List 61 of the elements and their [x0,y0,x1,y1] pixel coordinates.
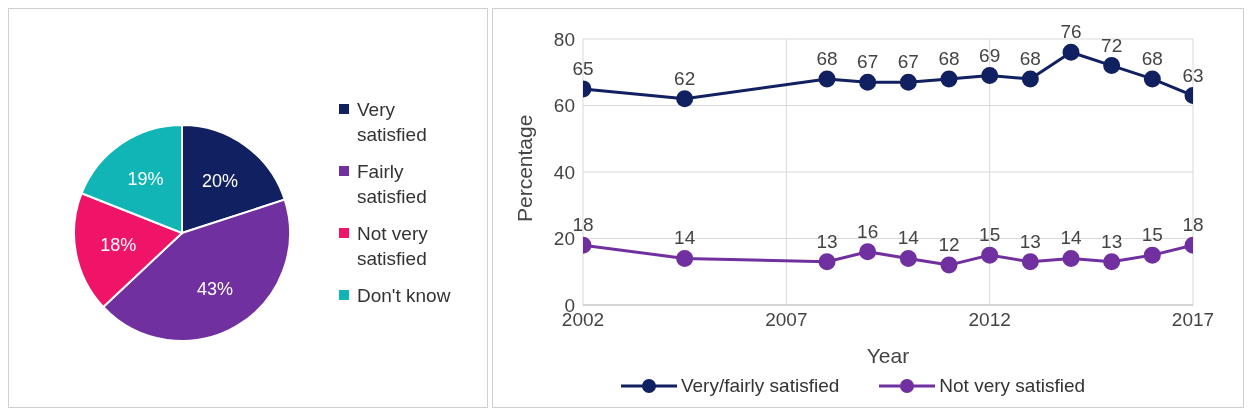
point [818,253,836,271]
point [1103,253,1121,271]
point [1062,43,1080,61]
data-label: 16 [857,220,879,242]
data-label: 13 [1101,230,1123,252]
point [981,67,999,85]
x-tick-label: 2017 [1171,309,1215,331]
data-label: 68 [1019,47,1041,69]
data-label: 68 [816,47,838,69]
y-tick-label: 60 [553,95,575,117]
data-label: 13 [1019,230,1041,252]
data-label: 76 [1060,21,1082,43]
point [981,246,999,264]
point [1062,249,1080,267]
data-label: 67 [857,51,879,73]
data-label: 12 [938,234,960,256]
data-label: 65 [572,57,594,79]
data-label: 14 [674,227,696,249]
point [899,249,917,267]
data-label: 14 [1060,227,1082,249]
data-label: 68 [938,47,960,69]
point [859,73,877,91]
x-tick-label: 2012 [968,309,1011,331]
data-label: 19% [127,169,164,190]
point [676,249,694,267]
x-tick-label: 2007 [765,309,808,331]
data-label: 68 [1141,47,1163,69]
y-axis-title: Percentage [513,114,537,222]
legend-label: Not very satisfied [357,221,429,271]
data-label: 43% [196,278,233,299]
data-label: 18 [1182,214,1204,236]
data-label: 15 [1141,224,1163,246]
point [859,243,877,261]
x-axis-title: Year [866,344,910,367]
point [1143,70,1161,88]
point [1021,70,1039,88]
legend-label: Not very satisfied [939,375,1086,397]
legend-label: Don't know [357,283,451,308]
point [676,90,694,108]
data-label: 15 [979,224,1001,246]
point [1103,57,1121,75]
point [1143,246,1161,264]
data-label: 67 [897,51,919,73]
data-label: 14 [897,227,920,249]
data-label: 20% [202,170,239,191]
point [899,73,917,91]
data-label: 69 [979,44,1001,66]
data-label: 62 [674,67,696,89]
point [1021,253,1039,271]
y-tick-label: 40 [553,161,575,183]
data-label: 13 [816,230,838,252]
legend-label: Very satisfied [357,97,428,147]
point [940,256,958,274]
data-label: 18% [100,235,137,256]
point [940,70,958,88]
point [818,70,836,88]
legend-label: Fairly satisfied [357,159,428,209]
legend-label: Very/fairly satisfied [680,375,840,397]
data-label: 72 [1101,34,1123,56]
data-label: 63 [1182,64,1204,86]
y-tick-label: 80 [553,28,575,50]
